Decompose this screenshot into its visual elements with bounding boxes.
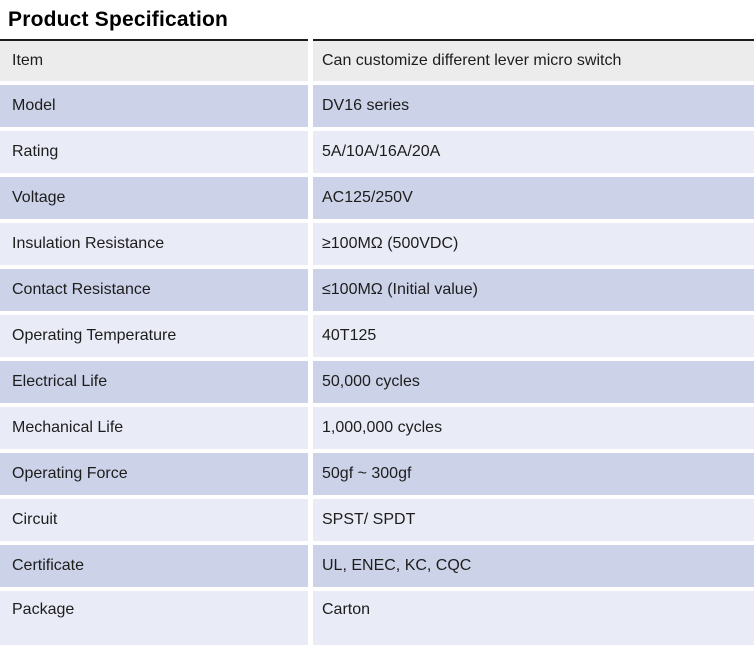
page-title: Product Specification: [8, 8, 229, 31]
spec-label-cell: Certificate: [0, 545, 308, 587]
spec-label-cell: Contact Resistance: [0, 269, 308, 311]
table-row: Operating Temperature 40T125: [0, 315, 754, 357]
spec-value-cell: 1,000,000 cycles: [313, 407, 754, 449]
table-row: Package Carton: [0, 591, 754, 645]
spec-value-cell: AC125/250V: [313, 177, 754, 219]
spec-label-cell: Circuit: [0, 499, 308, 541]
spec-label-cell: Electrical Life: [0, 361, 308, 403]
spec-value-cell: DV16 series: [313, 85, 754, 127]
spec-value-cell: Can customize different lever micro swit…: [313, 39, 754, 81]
spec-label-cell: Operating Temperature: [0, 315, 308, 357]
spec-value-cell: SPST/ SPDT: [313, 499, 754, 541]
spec-label-cell: Model: [0, 85, 308, 127]
spec-value-cell: ≤100MΩ (Initial value): [313, 269, 754, 311]
table-row: Contact Resistance ≤100MΩ (Initial value…: [0, 269, 754, 311]
spec-value-cell: 50,000 cycles: [313, 361, 754, 403]
spec-label-cell: Package: [0, 591, 308, 645]
table-row: Electrical Life 50,000 cycles: [0, 361, 754, 403]
spec-value-cell: 5A/10A/16A/20A: [313, 131, 754, 173]
table-row: Mechanical Life 1,000,000 cycles: [0, 407, 754, 449]
spec-label-cell: Item: [0, 39, 308, 81]
spec-label-cell: Operating Force: [0, 453, 308, 495]
spec-label-cell: Insulation Resistance: [0, 223, 308, 265]
table-row: Circuit SPST/ SPDT: [0, 499, 754, 541]
spec-table: Item Can customize different lever micro…: [0, 39, 754, 645]
table-row: Operating Force 50gf ~ 300gf: [0, 453, 754, 495]
table-row: Item Can customize different lever micro…: [0, 39, 754, 81]
spec-value-cell: UL, ENEC, KC, CQC: [313, 545, 754, 587]
spec-value-cell: ≥100MΩ (500VDC): [313, 223, 754, 265]
spec-label-cell: Mechanical Life: [0, 407, 308, 449]
table-row: Certificate UL, ENEC, KC, CQC: [0, 545, 754, 587]
spec-value-cell: 40T125: [313, 315, 754, 357]
table-row: Insulation Resistance ≥100MΩ (500VDC): [0, 223, 754, 265]
table-row: Rating 5A/10A/16A/20A: [0, 131, 754, 173]
spec-value-cell: 50gf ~ 300gf: [313, 453, 754, 495]
table-row: Voltage AC125/250V: [0, 177, 754, 219]
spec-label-cell: Voltage: [0, 177, 308, 219]
spec-value-cell: Carton: [313, 591, 754, 645]
spec-label-cell: Rating: [0, 131, 308, 173]
table-row: Model DV16 series: [0, 85, 754, 127]
